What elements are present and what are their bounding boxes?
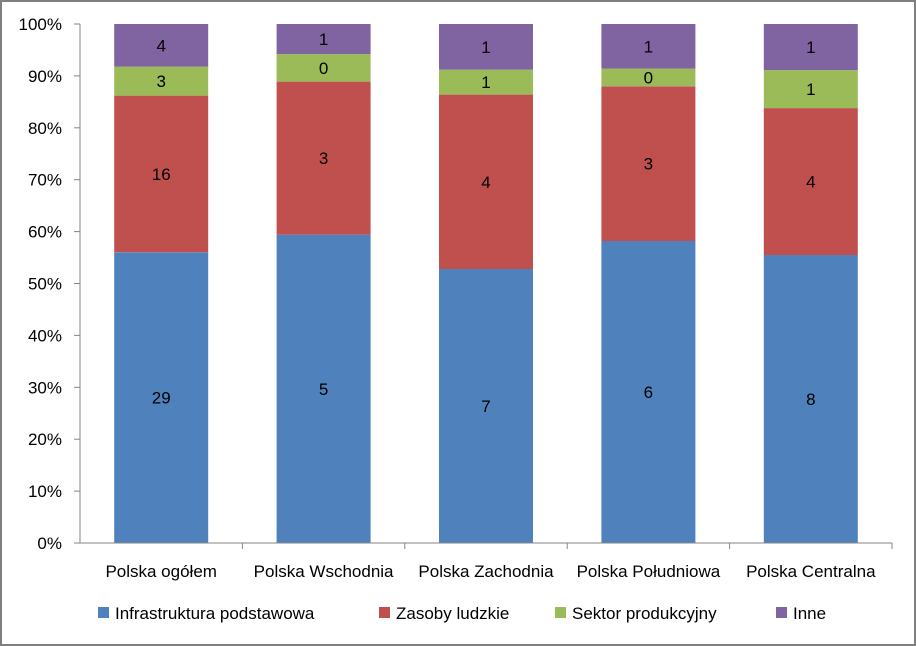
category-label: Polska Centralna	[746, 562, 876, 581]
bar-segment	[601, 240, 696, 543]
legend-swatch	[379, 607, 390, 618]
data-label: 3	[319, 149, 328, 168]
bar-segment	[114, 24, 209, 67]
bar-segment	[439, 94, 533, 269]
bar-segment	[601, 86, 696, 241]
data-label: 1	[481, 73, 490, 92]
bar-segment	[276, 24, 371, 55]
data-label: 0	[319, 59, 328, 78]
bars-group	[114, 24, 858, 543]
data-label: 4	[481, 173, 490, 192]
y-tick-label: 90%	[28, 67, 62, 86]
bar-segment	[276, 81, 371, 235]
bar-segment	[439, 24, 533, 70]
bar-segment	[763, 255, 858, 543]
y-tick-label: 100%	[19, 15, 62, 34]
category-label: Polska Wschodnia	[254, 562, 394, 581]
data-label: 1	[644, 37, 653, 56]
legend-label: Infrastruktura podstawowa	[115, 604, 315, 623]
category-label: Polska Zachodnia	[418, 562, 554, 581]
data-label: 0	[644, 69, 653, 88]
bar-segment	[763, 70, 858, 109]
y-tick-label: 30%	[28, 378, 62, 397]
legend-label: Sektor produkcyjny	[572, 604, 717, 623]
data-label: 1	[806, 38, 815, 57]
y-tick-label: 60%	[28, 223, 62, 242]
y-tick-label: 70%	[28, 171, 62, 190]
data-label: 5	[319, 380, 328, 399]
data-label: 3	[644, 155, 653, 174]
data-label: 1	[319, 30, 328, 49]
legend-swatch	[555, 607, 566, 618]
y-tick-label: 0%	[37, 534, 62, 553]
category-label: Polska Południowa	[577, 562, 721, 581]
bar-segment	[439, 69, 533, 95]
y-tick-label: 80%	[28, 119, 62, 138]
axes-group: Polska ogółem Polska Wschodnia Polska Zach…	[19, 15, 893, 581]
bar-segment	[276, 54, 371, 82]
legend: Infrastruktura podstawowa Zasoby ludzkie S…	[98, 604, 826, 623]
bar-segment	[114, 95, 209, 253]
legend-swatch	[776, 607, 787, 618]
y-tick-label: 20%	[28, 430, 62, 449]
legend-swatch	[98, 607, 109, 618]
category-label: Polska ogółem	[105, 562, 217, 581]
y-tick-label: 50%	[28, 275, 62, 294]
bar-segment	[763, 108, 858, 255]
data-label: 16	[152, 165, 171, 184]
bar-segment	[114, 66, 209, 96]
bar-segment	[601, 24, 696, 69]
data-label: 8	[806, 390, 815, 409]
y-tick-label: 10%	[28, 482, 62, 501]
data-label: 4	[156, 36, 165, 55]
data-label: 29	[152, 389, 171, 408]
legend-label: Zasoby ludzkie	[396, 604, 509, 623]
bar-segment	[763, 24, 858, 71]
data-label: 7	[481, 397, 490, 416]
data-label: 6	[644, 383, 653, 402]
bar-segment	[439, 269, 533, 543]
data-label: 4	[806, 173, 815, 192]
legend-label: Inne	[793, 604, 826, 623]
bar-segment	[114, 252, 209, 543]
data-label: 1	[481, 38, 490, 57]
y-tick-label: 40%	[28, 326, 62, 345]
bar-segment	[601, 68, 696, 87]
bar-segment	[276, 234, 371, 543]
data-label: 3	[156, 72, 165, 91]
data-label: 1	[806, 80, 815, 99]
